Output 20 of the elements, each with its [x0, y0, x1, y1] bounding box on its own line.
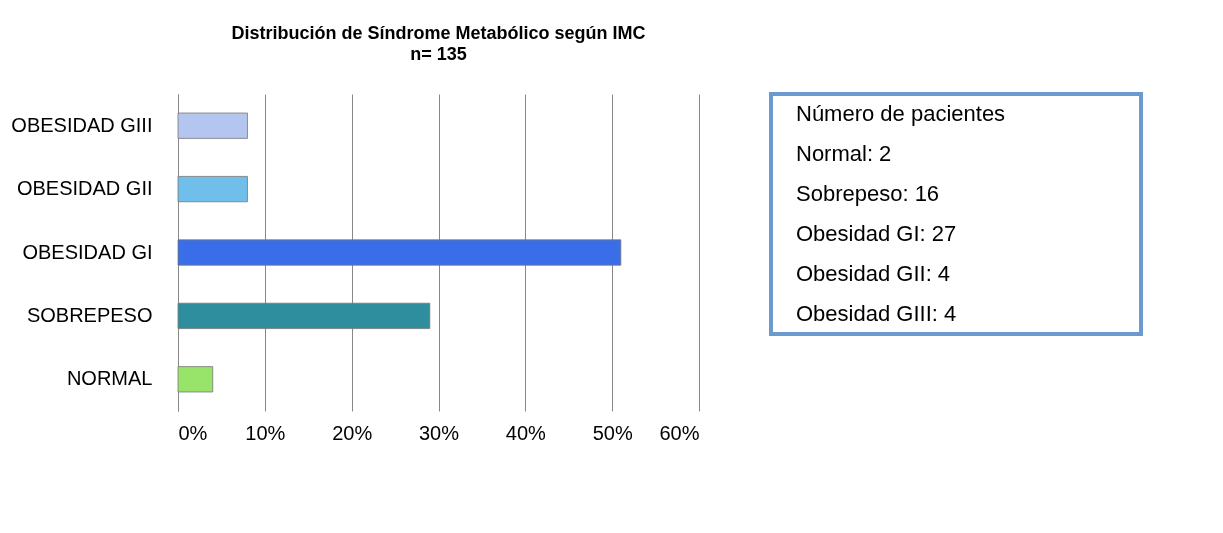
- text: Número de pacientes: [796, 101, 1006, 126]
- x-tick-label: 60%: [659, 421, 700, 444]
- text: Normal: 2: [796, 141, 892, 166]
- y-tick-label: OBESIDAD GI: [22, 240, 153, 263]
- x-tick-label: 20%: [332, 421, 373, 444]
- text: Obesidad GII: 4: [796, 261, 951, 286]
- x-tick-label: 50%: [592, 421, 633, 444]
- y-tick-label: SOBREPESO: [26, 303, 153, 326]
- text: Obesidad GI: 27: [796, 221, 957, 246]
- y-tick-label: NORMAL: [66, 367, 153, 390]
- y-tick-label: OBESIDAD GIII: [11, 113, 153, 136]
- x-tick-label: 30%: [418, 421, 460, 444]
- chart-subtitle: n= 135: [410, 44, 467, 64]
- text: Sobrepeso: 16: [796, 181, 940, 206]
- x-tick-label: 10%: [245, 421, 286, 444]
- text: Obesidad GIII: 4: [796, 301, 957, 326]
- y-tick-label: OBESIDAD GII: [16, 177, 153, 200]
- x-tick-label: 40%: [505, 421, 547, 444]
- x-tick-label: 0%: [178, 421, 208, 444]
- chart-title: Distribución de Síndrome Metabólico según IMC: [231, 23, 646, 43]
